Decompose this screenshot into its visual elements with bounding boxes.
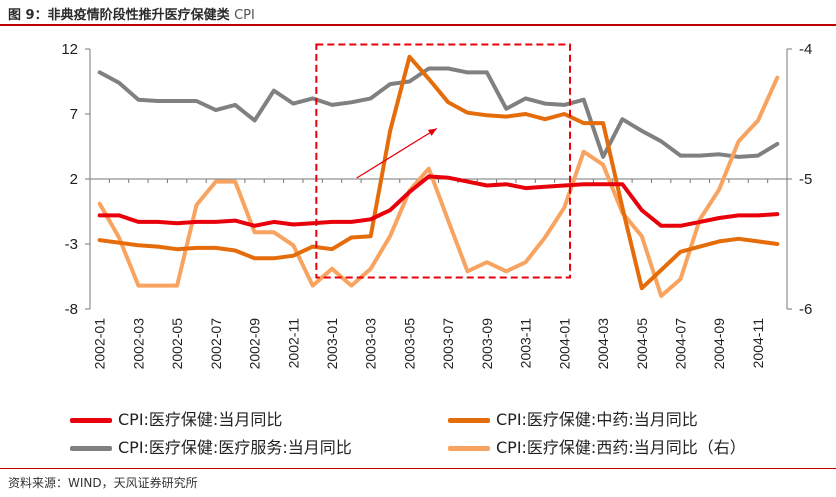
highlight-box [315,43,572,279]
left-tick-label: 12 [61,41,78,58]
left-tick-label: -3 [65,236,78,253]
figure-title: 图 9：非典疫情阶段性推升医疗保健类 CPI [8,4,255,23]
x-tick-label: 2003-11 [518,318,534,369]
x-tick-label: 2002-11 [285,318,301,369]
legend-label-western: CPI:医疗保健:西药:当月同比（右） [496,438,746,457]
legend-label-services: CPI:医疗保健:医疗服务:当月同比 [118,438,352,457]
series-line-3 [97,75,780,298]
x-tick-label: 2004-05 [634,318,650,370]
legend-item-services: CPI:医疗保健:医疗服务:当月同比 [70,434,352,458]
left-tick-label: 7 [70,106,78,123]
legend-item-tcm: CPI:医疗保健:中药:当月同比 [448,406,698,430]
x-tick-label: 2002-09 [247,318,263,370]
left-tick-label: 2 [70,171,78,188]
arrow-head [427,128,437,136]
legend-swatch-western [448,446,490,451]
x-tick-label: 2003-01 [324,318,340,370]
x-tick-label: 2004-03 [595,318,611,370]
x-tick-label: 2003-07 [440,318,456,370]
series-line-0 [97,174,780,228]
right-tick-label: -6 [799,301,812,318]
x-tick-label: 2002-05 [169,318,185,370]
legend-label-tcm: CPI:医疗保健:中药:当月同比 [496,410,698,429]
x-tick-label: 2004-09 [711,318,727,370]
x-tick-label: 2003-03 [363,318,379,370]
x-tick-label: 2003-09 [479,318,495,370]
x-tick-label: 2004-11 [750,318,766,369]
legend-item-total: CPI:医疗保健:当月同比 [70,406,282,430]
legend-swatch-services [70,446,112,451]
figure-title-text: 图 9：非典疫情阶段性推升医疗保健类 [8,8,230,23]
x-tick-label: 2002-07 [208,318,224,370]
x-tick-label: 2002-03 [130,318,146,370]
series-line-1 [97,54,780,291]
figure-title-suffix: CPI [234,8,255,23]
arrow-shaft [356,127,438,179]
x-tick-label: 2004-07 [673,318,689,370]
left-tick-label: -8 [65,301,78,318]
legend-item-western: CPI:医疗保健:西药:当月同比（右） [448,434,746,458]
legend-swatch-tcm [448,418,490,423]
x-tick-label: 2002-01 [92,318,108,370]
series-line-2 [97,66,780,159]
chart-canvas: 12 7 2 -3 -8 -4 -5 -6 2002-01 2002-03 2002-05 2002-… [61,41,812,370]
legend-label-total: CPI:医疗保健:当月同比 [118,410,283,429]
legend-swatch-total [70,418,112,423]
right-tick-label: -5 [799,171,812,188]
right-tick-label: -4 [799,41,812,58]
source-note: 资料来源：WIND，天风证券研究所 [8,476,198,490]
x-tick-label: 2003-05 [401,318,417,370]
bottom-rule [0,468,836,469]
x-tick-label: 2004-01 [556,318,572,370]
title-rule [0,24,836,26]
